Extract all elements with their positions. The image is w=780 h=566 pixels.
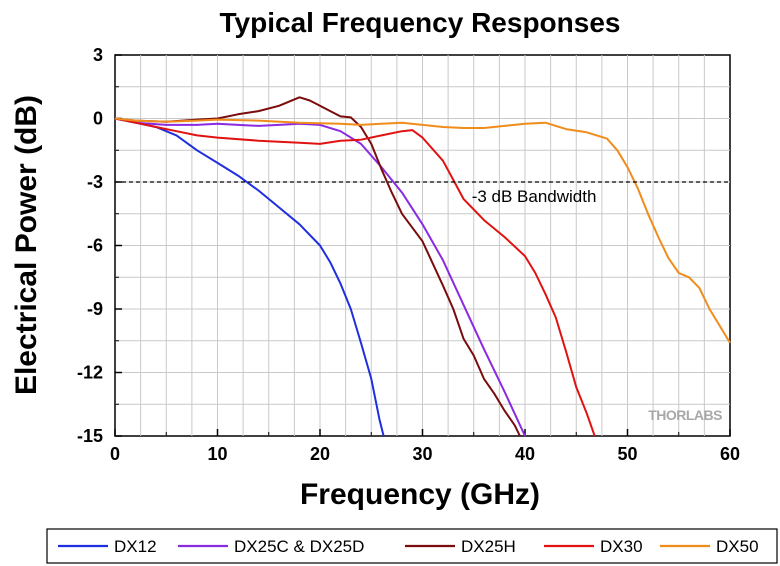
legend-label-dx30: DX30: [600, 537, 643, 556]
thorlabs-watermark: THORLABS: [648, 407, 722, 423]
x-tick-label: 40: [515, 444, 535, 464]
y-tick-label: -6: [87, 236, 103, 256]
y-tick-label: -3: [87, 172, 103, 192]
series-layer: [114, 96, 731, 437]
x-tick-label: 30: [412, 444, 432, 464]
legend-label-dx25c-dx25d: DX25C & DX25D: [234, 537, 364, 556]
x-tick-label: 10: [207, 444, 227, 464]
x-tick-labels: 0 10 20 30 40 50 60: [110, 444, 740, 464]
grid: [115, 55, 730, 436]
axis-ticks: [114, 54, 731, 437]
x-tick-label: 50: [617, 444, 637, 464]
chart-title: Typical Frequency Responses: [220, 7, 621, 38]
x-tick-label: 60: [720, 444, 740, 464]
series-line-dx25c-dx25d: [114, 117, 526, 437]
y-tick-label: -15: [77, 426, 103, 446]
legend-label-dx12: DX12: [114, 537, 157, 556]
legend-label-dx25h: DX25H: [461, 537, 516, 556]
bandwidth-annotation-label: -3 dB Bandwidth: [472, 187, 597, 206]
legend: DX12 DX25C & DX25D DX25H DX30 DX50: [58, 537, 759, 556]
series-line-dx50: [114, 117, 731, 344]
x-tick-label: 20: [310, 444, 330, 464]
y-tick-label: -12: [77, 363, 103, 383]
y-tick-labels: 3 0 -3 -6 -9 -12 -15: [77, 45, 103, 446]
y-tick-label: 0: [93, 109, 103, 129]
legend-label-dx50: DX50: [716, 537, 759, 556]
series-line-dx12: [114, 117, 385, 437]
annotation-layer: -3 dB Bandwidth: [115, 181, 730, 206]
series-line-dx25h: [114, 96, 521, 437]
x-axis-label: Frequency (GHz): [300, 478, 540, 511]
y-tick-label: 3: [93, 45, 103, 65]
x-tick-label: 0: [110, 444, 120, 464]
y-axis-label: Electrical Power (dB): [10, 95, 43, 395]
series-line-dx30: [114, 117, 596, 437]
y-tick-label: -9: [87, 299, 103, 319]
